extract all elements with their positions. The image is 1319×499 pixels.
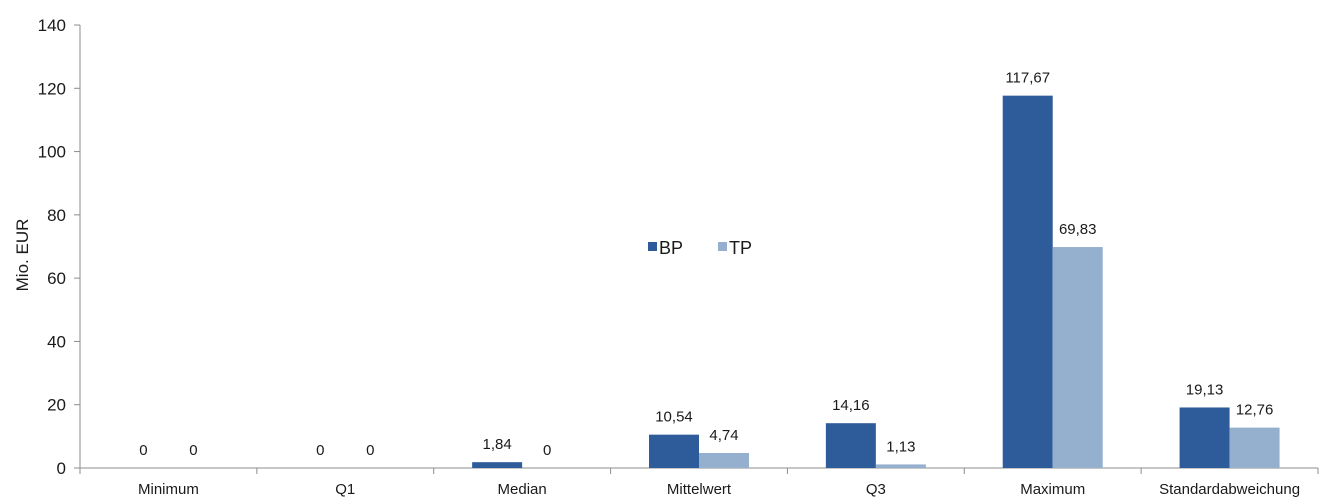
- bar-bp: [472, 462, 522, 468]
- data-label: 19,13: [1186, 381, 1224, 398]
- y-tick-label: 120: [38, 79, 66, 98]
- legend-swatch-bp: [648, 242, 657, 251]
- x-category-label: Median: [498, 481, 547, 498]
- bar-tp: [1053, 247, 1103, 468]
- data-label: 1,13: [886, 438, 915, 455]
- legend-swatch-tp: [718, 242, 727, 251]
- bar-tp: [1230, 428, 1280, 468]
- data-label: 0: [366, 442, 374, 459]
- bar-tp: [876, 464, 926, 468]
- legend: BP TP: [648, 238, 752, 258]
- x-category-label: Minimum: [138, 481, 199, 498]
- bar-bp: [1180, 407, 1230, 468]
- y-tick-label: 20: [47, 396, 66, 415]
- x-category-label: Standardabweichung: [1159, 481, 1300, 498]
- y-tick-label: 40: [47, 332, 66, 351]
- bar-tp: [699, 453, 749, 468]
- data-label: 1,84: [483, 436, 512, 453]
- bar-bp: [1003, 96, 1053, 468]
- x-category-label: Q1: [335, 481, 355, 498]
- data-label: 14,16: [832, 397, 870, 414]
- x-category-label: Q3: [866, 481, 886, 498]
- data-label: 12,76: [1236, 402, 1274, 419]
- data-label: 0: [543, 442, 551, 459]
- bar-bp: [649, 435, 699, 468]
- bars: [472, 96, 1279, 468]
- data-label: 0: [189, 442, 197, 459]
- data-labels: 0 0 1,84 10,54 14,16 117,67 19,13 0 0 0 4,74 1,13 69…: [139, 70, 1273, 459]
- x-category-label: Mittelwert: [667, 481, 732, 498]
- legend-label-bp: BP: [659, 238, 683, 258]
- data-label: 4,74: [709, 427, 738, 444]
- x-category-label: Maximum: [1020, 481, 1085, 498]
- y-tick-label: 80: [47, 206, 66, 225]
- y-axis: 0 20 40 60 80 100 120 140: [38, 16, 80, 478]
- data-label: 10,54: [655, 409, 693, 426]
- data-label: 0: [139, 442, 147, 459]
- y-tick-label: 0: [57, 459, 66, 478]
- x-axis: Minimum Q1 Median Mittelwert Q3 Maximum Standa…: [80, 468, 1318, 498]
- data-label: 0: [316, 442, 324, 459]
- data-label: 117,67: [1005, 70, 1050, 87]
- legend-label-tp: TP: [729, 238, 752, 258]
- y-axis-title: Mio. EUR: [13, 219, 32, 292]
- y-tick-label: 100: [38, 143, 66, 162]
- bar-bp: [826, 423, 876, 468]
- y-tick-label: 140: [38, 16, 66, 35]
- data-label: 69,83: [1059, 221, 1097, 238]
- y-tick-label: 60: [47, 269, 66, 288]
